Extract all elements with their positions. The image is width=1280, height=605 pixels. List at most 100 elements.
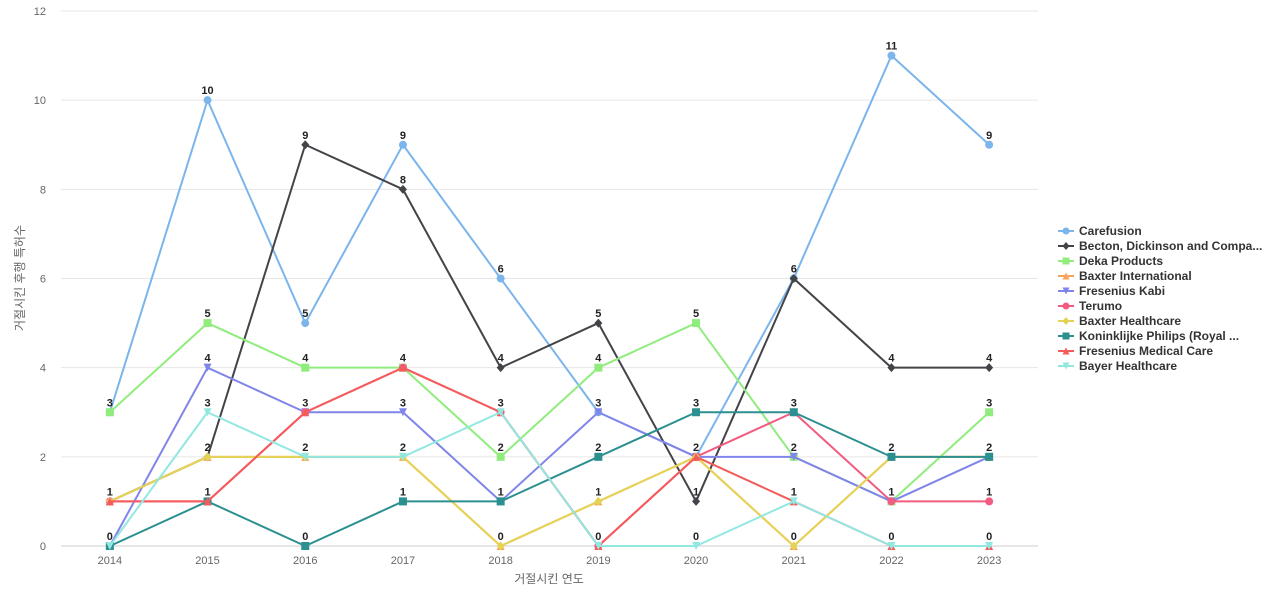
legend-symbol-marker xyxy=(1062,347,1070,355)
data-point xyxy=(496,452,505,461)
data-point xyxy=(203,319,212,328)
data-label: 5 xyxy=(595,308,601,320)
data-label: 9 xyxy=(400,130,406,142)
data-point xyxy=(789,408,798,417)
legend-symbol-marker xyxy=(1062,227,1070,235)
series-6 xyxy=(105,452,994,551)
data-label: 0 xyxy=(791,531,797,543)
data-label: 2 xyxy=(400,442,406,454)
data-label: 8 xyxy=(400,174,406,186)
y-tick-label: 2 xyxy=(40,452,46,464)
data-point xyxy=(301,452,310,461)
series-line xyxy=(108,366,990,547)
data-point xyxy=(301,363,310,372)
data-label: 11 xyxy=(886,41,898,53)
data-label: 1 xyxy=(204,486,210,498)
series-line xyxy=(109,143,990,503)
data-point xyxy=(496,274,505,283)
data-label: 3 xyxy=(498,397,504,409)
x-tick-label: 2019 xyxy=(586,555,610,567)
legend-symbol-marker xyxy=(1062,362,1070,370)
x-axis-ticks: 2014 2015 2016 2017 2018 2019 2020 2021 2022 2023 xyxy=(98,555,1002,567)
legend-label: Fresenius Kabi xyxy=(1079,284,1165,298)
data-point xyxy=(496,541,505,551)
data-label: 3 xyxy=(986,397,992,409)
data-label: 2 xyxy=(498,442,504,454)
data-label: 0 xyxy=(302,531,308,543)
data-label: 3 xyxy=(302,397,308,409)
data-point xyxy=(692,452,701,461)
legend-item[interactable]: Fresenius Medical Care xyxy=(1058,344,1213,358)
data-point xyxy=(789,541,798,551)
data-point xyxy=(398,140,407,149)
data-point xyxy=(789,452,798,461)
data-label: 5 xyxy=(204,308,210,320)
legend-label: Baxter International xyxy=(1079,269,1192,283)
data-label: 4 xyxy=(302,353,309,365)
data-label: 2 xyxy=(986,442,992,454)
data-point xyxy=(887,542,896,550)
legend-label: Fresenius Medical Care xyxy=(1079,344,1213,358)
data-point xyxy=(105,497,114,506)
data-label: 4 xyxy=(888,353,895,365)
legend-label: Deka Products xyxy=(1079,254,1163,268)
legend-item[interactable]: Koninklijke Philips (Royal ... xyxy=(1058,329,1239,343)
y-tick-label: 8 xyxy=(40,184,46,196)
data-label: 1 xyxy=(888,486,894,498)
data-label: 2 xyxy=(595,442,601,454)
data-label: 0 xyxy=(107,531,113,543)
data-label: 2 xyxy=(791,442,797,454)
data-point xyxy=(887,452,896,461)
legend-label: Becton, Dickinson and Compa... xyxy=(1079,239,1262,253)
data-label: 10 xyxy=(201,85,213,97)
data-label: 1 xyxy=(791,486,797,498)
data-label: 3 xyxy=(400,397,406,409)
x-tick-label: 2017 xyxy=(391,555,415,567)
data-point xyxy=(203,96,212,105)
data-point xyxy=(398,497,407,506)
data-point xyxy=(398,452,407,461)
data-point xyxy=(985,140,994,149)
data-point xyxy=(692,408,701,417)
data-label: 4 xyxy=(498,353,505,365)
x-tick-label: 2014 xyxy=(98,555,122,567)
data-label: 3 xyxy=(204,397,210,409)
data-label: 3 xyxy=(107,397,113,409)
y-tick-label: 12 xyxy=(34,6,46,18)
data-point xyxy=(203,363,212,372)
data-label: 2 xyxy=(302,442,308,454)
data-point xyxy=(692,542,701,550)
x-tick-label: 2021 xyxy=(782,555,806,567)
legend-item[interactable]: Baxter International xyxy=(1058,269,1192,283)
legend-label: Bayer Healthcare xyxy=(1079,359,1177,373)
legend-item[interactable]: Terumo xyxy=(1058,299,1122,313)
legend-item[interactable]: Becton, Dickinson and Compa... xyxy=(1058,239,1262,253)
data-point xyxy=(789,497,798,506)
data-point xyxy=(594,452,603,461)
data-label: 1 xyxy=(400,486,406,498)
legend-item[interactable]: Baxter Healthcare xyxy=(1058,314,1181,328)
x-tick-label: 2015 xyxy=(195,555,219,567)
legend-item[interactable]: Carefusion xyxy=(1058,224,1142,238)
series-0 xyxy=(105,51,994,461)
legend-item[interactable]: Deka Products xyxy=(1058,254,1163,268)
data-label: 3 xyxy=(693,397,699,409)
legend-item[interactable]: Bayer Healthcare xyxy=(1058,359,1177,373)
series-9 xyxy=(105,408,994,550)
x-tick-label: 2020 xyxy=(684,555,708,567)
y-tick-label: 6 xyxy=(40,274,46,286)
data-label: 0 xyxy=(986,531,992,543)
data-point xyxy=(594,408,603,417)
data-point xyxy=(301,542,310,550)
data-point xyxy=(594,542,603,550)
legend-symbol-marker xyxy=(1062,317,1070,325)
data-label: 2 xyxy=(888,442,894,454)
x-axis-title: 거절시킨 연도 xyxy=(514,572,584,586)
data-label: 1 xyxy=(986,486,992,498)
data-point xyxy=(594,318,603,328)
legend-label: Baxter Healthcare xyxy=(1079,314,1181,328)
data-point xyxy=(985,542,994,550)
legend-item[interactable]: Fresenius Kabi xyxy=(1058,284,1165,298)
data-point xyxy=(301,140,310,150)
